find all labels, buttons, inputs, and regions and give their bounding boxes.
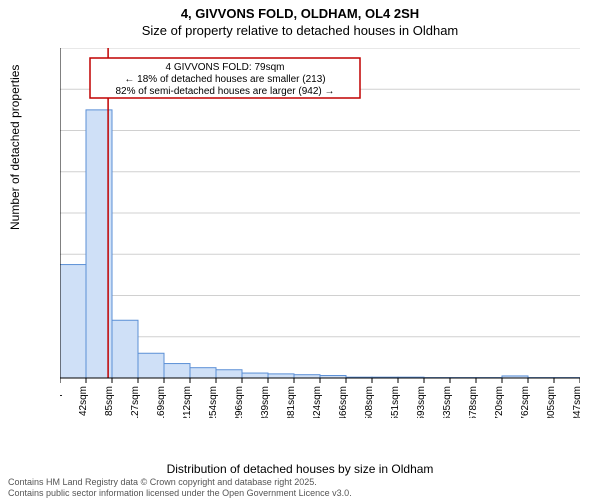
svg-text:593sqm: 593sqm [416,386,427,418]
chart-area: 01002003004005006007008000sqm42sqm85sqm1… [60,48,580,418]
svg-text:42sqm: 42sqm [78,386,89,416]
svg-text:4 GIVVONS FOLD: 79sqm: 4 GIVVONS FOLD: 79sqm [166,62,285,73]
svg-text:212sqm: 212sqm [182,386,193,418]
svg-text:847sqm: 847sqm [572,386,580,418]
svg-text:← 18% of detached houses are s: ← 18% of detached houses are smaller (21… [124,74,325,85]
svg-text:339sqm: 339sqm [260,386,271,418]
svg-text:82% of semi-detached houses ar: 82% of semi-detached houses are larger (… [115,86,334,97]
svg-text:254sqm: 254sqm [208,386,219,418]
footer-line1: Contains HM Land Registry data © Crown c… [8,477,352,487]
footer-line2: Contains public sector information licen… [8,488,352,498]
svg-text:678sqm: 678sqm [468,386,479,418]
chart-title-block: 4, GIVVONS FOLD, OLDHAM, OL4 2SH Size of… [0,0,600,38]
svg-text:85sqm: 85sqm [104,386,115,416]
x-axis-label: Distribution of detached houses by size … [0,462,600,476]
svg-text:296sqm: 296sqm [234,386,245,418]
svg-text:635sqm: 635sqm [442,386,453,418]
svg-text:169sqm: 169sqm [156,386,167,418]
title-line2: Size of property relative to detached ho… [0,23,600,38]
y-axis-label: Number of detached properties [8,65,22,230]
attribution-footer: Contains HM Land Registry data © Crown c… [8,477,352,498]
histogram-plot: 01002003004005006007008000sqm42sqm85sqm1… [60,48,580,418]
svg-text:805sqm: 805sqm [546,386,557,418]
svg-text:720sqm: 720sqm [494,386,505,418]
svg-text:127sqm: 127sqm [130,386,141,418]
svg-text:424sqm: 424sqm [312,386,323,418]
svg-text:466sqm: 466sqm [338,386,349,418]
svg-text:508sqm: 508sqm [364,386,375,418]
svg-text:551sqm: 551sqm [390,386,401,418]
svg-text:381sqm: 381sqm [286,386,297,418]
title-line1: 4, GIVVONS FOLD, OLDHAM, OL4 2SH [0,6,600,21]
svg-text:762sqm: 762sqm [520,386,531,418]
svg-text:0sqm: 0sqm [60,386,63,410]
